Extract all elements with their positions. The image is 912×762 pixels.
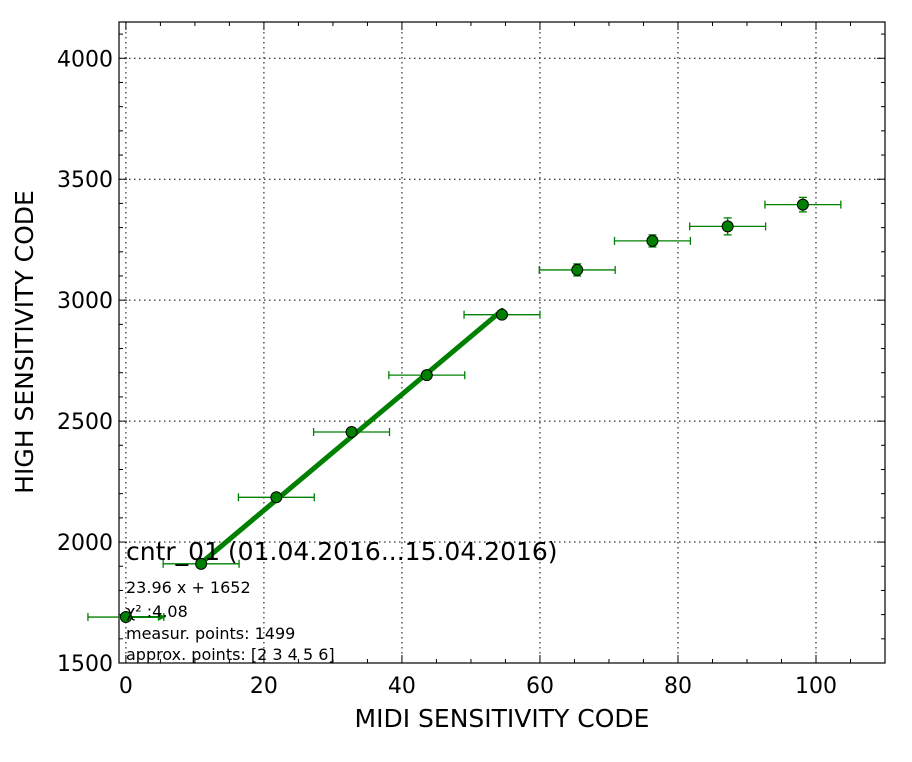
x-tick-label: 20 xyxy=(250,674,278,699)
grid xyxy=(119,22,885,664)
y-axis-label: HIGH SENSITIVITY CODE xyxy=(10,190,39,494)
data-point xyxy=(195,557,208,570)
ticks: 0 20 40 60 80 100 1500 2000 2500 3000 3500 4000 xyxy=(57,22,886,699)
y-tick-label: 3000 xyxy=(57,289,113,314)
data-point xyxy=(721,220,734,233)
data-point xyxy=(270,491,283,504)
annotation-chi2: χ² :4.08 xyxy=(126,602,188,621)
data-point xyxy=(646,234,659,247)
x-axis-label: MIDI SENSITIVITY CODE xyxy=(355,704,650,733)
data-point xyxy=(571,263,584,276)
x-tick-label: 80 xyxy=(664,674,692,699)
data-point xyxy=(420,369,433,382)
x-tick-label: 0 xyxy=(119,674,133,699)
annotation-title: cntr_01 (01.04.2016...15.04.2016) xyxy=(126,537,558,566)
data-point xyxy=(796,198,809,211)
y-tick-label: 2500 xyxy=(57,410,113,435)
y-tick-label: 4000 xyxy=(57,47,113,72)
annotation-approx-points: approx. points: [2 3 4 5 6] xyxy=(126,645,335,664)
data-layer xyxy=(87,196,842,624)
legend-arrow-sample xyxy=(157,613,166,622)
y-tick-label: 1500 xyxy=(57,652,113,677)
annotation-measur-points: measur. points: 1499 xyxy=(126,624,295,643)
x-tick-label: 100 xyxy=(795,674,837,699)
x-tick-label: 60 xyxy=(526,674,554,699)
plot-frame xyxy=(118,21,886,664)
y-tick-label: 2000 xyxy=(57,531,113,556)
y-tick-label: 3500 xyxy=(57,168,113,193)
data-point xyxy=(345,425,358,438)
annotation-equation: 23.96 x + 1652 xyxy=(126,578,251,597)
data-point xyxy=(496,308,508,321)
x-tick-label: 40 xyxy=(388,674,416,699)
